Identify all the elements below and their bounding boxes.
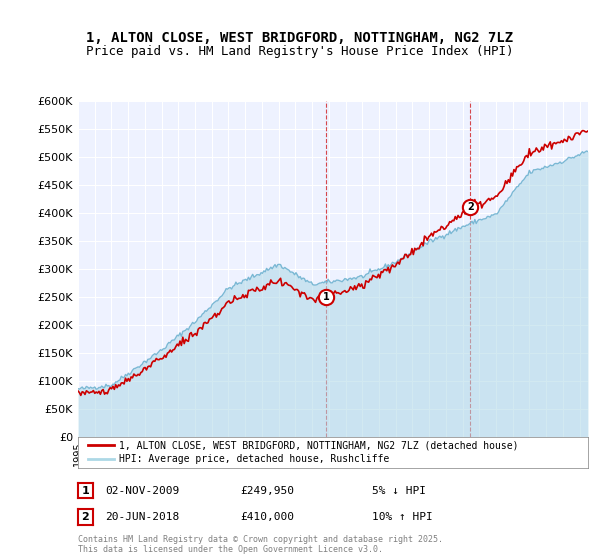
Text: HPI: Average price, detached house, Rushcliffe: HPI: Average price, detached house, Rush… xyxy=(119,454,389,464)
Text: 1: 1 xyxy=(323,292,329,302)
Text: £410,000: £410,000 xyxy=(240,512,294,522)
Text: Price paid vs. HM Land Registry's House Price Index (HPI): Price paid vs. HM Land Registry's House … xyxy=(86,45,514,58)
Text: 20-JUN-2018: 20-JUN-2018 xyxy=(105,512,179,522)
Text: Contains HM Land Registry data © Crown copyright and database right 2025.
This d: Contains HM Land Registry data © Crown c… xyxy=(78,535,443,554)
Text: £249,950: £249,950 xyxy=(240,486,294,496)
Text: 1: 1 xyxy=(82,486,89,496)
Text: 2: 2 xyxy=(82,512,89,522)
Text: 1, ALTON CLOSE, WEST BRIDGFORD, NOTTINGHAM, NG2 7LZ (detached house): 1, ALTON CLOSE, WEST BRIDGFORD, NOTTINGH… xyxy=(119,440,518,450)
Text: 02-NOV-2009: 02-NOV-2009 xyxy=(105,486,179,496)
Text: 2: 2 xyxy=(467,202,474,212)
Text: 5% ↓ HPI: 5% ↓ HPI xyxy=(372,486,426,496)
Text: 10% ↑ HPI: 10% ↑ HPI xyxy=(372,512,433,522)
Text: 1, ALTON CLOSE, WEST BRIDGFORD, NOTTINGHAM, NG2 7LZ: 1, ALTON CLOSE, WEST BRIDGFORD, NOTTINGH… xyxy=(86,31,514,45)
